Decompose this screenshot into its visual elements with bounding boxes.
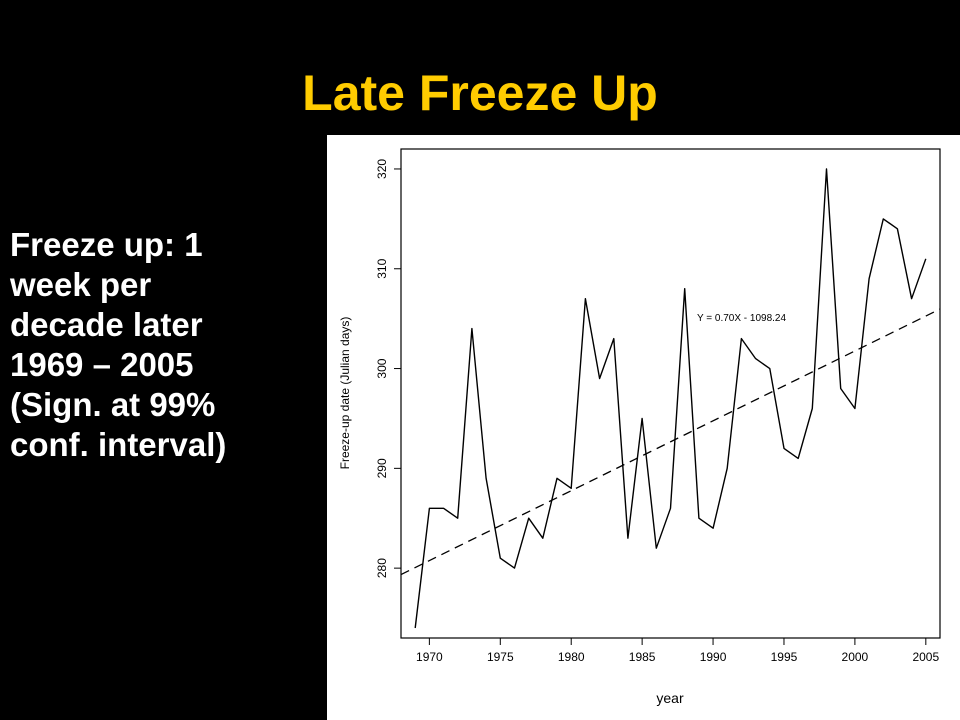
- summary-line: week per: [10, 266, 152, 303]
- freeze-up-chart: 1970 1975 1980 1985 1990 1995 2000 2005 280 290 3…: [327, 135, 960, 720]
- y-tick-label: 310: [375, 258, 389, 278]
- x-tick-label: 1980: [558, 650, 585, 664]
- x-tick-label: 1985: [629, 650, 656, 664]
- summary-text: Freeze up: 1 week per decade later 1969 …: [10, 225, 310, 465]
- y-tick-label: 280: [375, 558, 389, 578]
- x-tick-label: 1970: [416, 650, 443, 664]
- x-tick-label: 1990: [700, 650, 727, 664]
- trendline-equation: Y = 0.70X - 1098.24: [697, 313, 786, 324]
- summary-line: Freeze up: 1: [10, 226, 203, 263]
- x-tick-label: 2005: [912, 650, 939, 664]
- x-tick-label: 1975: [487, 650, 514, 664]
- slide-title: Late Freeze Up: [302, 65, 658, 121]
- trendline: [400, 308, 941, 576]
- y-tick-label: 300: [375, 358, 389, 378]
- x-tick-label: 1995: [771, 650, 798, 664]
- summary-line: decade later: [10, 306, 203, 343]
- y-tick-label: 320: [375, 159, 389, 179]
- chart-marks: [400, 168, 941, 629]
- chart-svg: 1970 1975 1980 1985 1990 1995 2000 2005 280 290 3…: [338, 148, 941, 706]
- summary-line: conf. interval): [10, 426, 227, 463]
- summary-line: (Sign. at 99%: [10, 386, 216, 423]
- plot-frame: [400, 148, 941, 639]
- x-axis: 1970 1975 1980 1985 1990 1995 2000 2005: [416, 638, 939, 664]
- y-tick-label: 290: [375, 458, 389, 478]
- x-tick-label: 2000: [842, 650, 869, 664]
- summary-line: 1969 – 2005: [10, 346, 194, 383]
- series-line: [414, 168, 927, 629]
- y-axis-label: Freeze-up date (Julian days): [338, 317, 352, 470]
- x-axis-label: year: [656, 690, 684, 706]
- y-axis: 280 290 300 310 320: [375, 159, 401, 578]
